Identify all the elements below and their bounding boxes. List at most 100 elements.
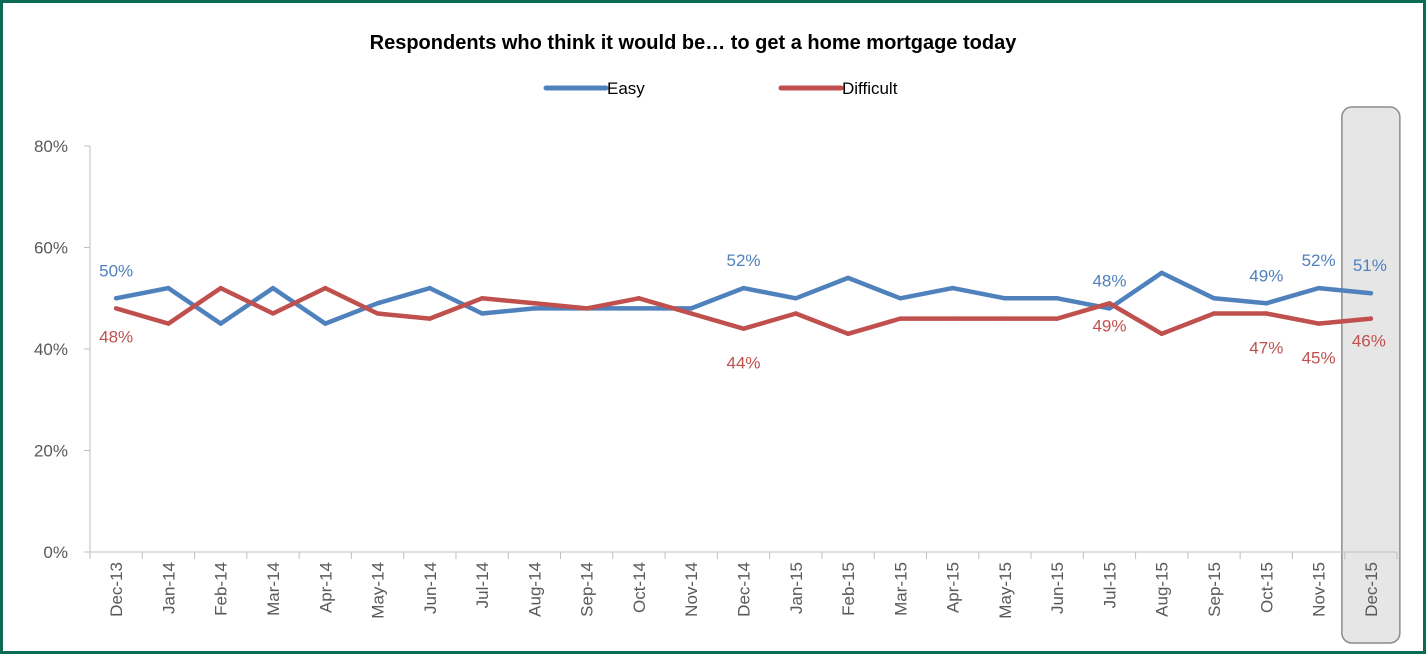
data-point-difficult xyxy=(166,321,171,326)
data-point-easy xyxy=(898,296,903,301)
x-tick-label: Dec-13 xyxy=(107,562,126,617)
legend-label-difficult: Difficult xyxy=(842,79,898,98)
x-tick-label: Aug-14 xyxy=(525,562,544,617)
data-point-easy xyxy=(1316,285,1321,291)
data-point-difficult xyxy=(1002,316,1008,321)
x-tick-label: Jun-15 xyxy=(1048,562,1067,614)
data-point-easy xyxy=(1107,306,1112,311)
data-label-difficult: 45% xyxy=(1302,349,1336,368)
x-tick-label: Apr-14 xyxy=(316,562,335,613)
x-tick-label: Jan-15 xyxy=(787,562,806,614)
data-label-easy: 51% xyxy=(1353,256,1387,275)
data-point-difficult xyxy=(270,311,276,316)
data-label-difficult: 49% xyxy=(1092,316,1126,335)
data-point-difficult xyxy=(532,301,537,306)
x-tick-label: Mar-15 xyxy=(891,562,910,616)
data-point-difficult xyxy=(218,285,223,291)
data-point-difficult xyxy=(584,306,589,311)
y-tick-label: 0% xyxy=(43,543,68,562)
x-tick-label: Jan-14 xyxy=(159,562,178,614)
highlight-box xyxy=(1341,106,1401,644)
x-tick-label: Aug-15 xyxy=(1153,562,1172,617)
data-point-easy xyxy=(1159,270,1164,276)
data-point-easy xyxy=(1211,296,1217,301)
data-label-easy: 48% xyxy=(1092,271,1126,290)
data-point-difficult xyxy=(323,285,328,291)
data-point-difficult xyxy=(1316,321,1321,326)
x-tick-label: Jul-15 xyxy=(1100,562,1119,608)
x-tick-label: Dec-15 xyxy=(1362,562,1381,617)
data-point-easy xyxy=(479,311,485,316)
x-tick-label: May-15 xyxy=(996,562,1015,619)
data-point-easy xyxy=(1002,296,1008,301)
data-point-easy xyxy=(689,306,694,311)
data-point-difficult xyxy=(1107,301,1112,306)
x-tick-label: Nov-14 xyxy=(682,562,701,617)
chart-title: Respondents who think it would be… to ge… xyxy=(370,32,1018,54)
data-label-easy: 50% xyxy=(99,261,133,280)
x-tick-label: Jul-14 xyxy=(473,562,492,608)
x-tick-label: Mar-14 xyxy=(264,562,283,616)
data-point-difficult xyxy=(113,306,119,311)
x-tick-label: Feb-14 xyxy=(212,562,231,616)
data-label-difficult: 46% xyxy=(1352,332,1386,351)
data-point-difficult xyxy=(845,331,851,336)
data-point-easy xyxy=(427,285,433,291)
line-chart: Respondents who think it would be… to ge… xyxy=(34,32,1401,644)
data-point-easy xyxy=(166,285,171,291)
data-point-difficult xyxy=(1264,311,1269,316)
x-tick-label: Dec-14 xyxy=(735,562,754,617)
data-point-easy xyxy=(375,301,380,306)
legend-label-easy: Easy xyxy=(607,79,645,98)
series-layer xyxy=(113,270,1374,337)
data-label-easy: 52% xyxy=(1302,251,1336,270)
data-point-easy xyxy=(218,321,223,326)
data-point-easy xyxy=(1264,301,1269,306)
y-tick-label: 60% xyxy=(34,239,68,258)
data-point-easy xyxy=(845,275,851,281)
data-point-easy xyxy=(950,285,955,291)
axes: 0% 20% 40% 60% 80% Dec-13 Jan-14 Feb-14 Mar-14 Ap… xyxy=(34,137,1398,619)
x-tick-label: Feb-15 xyxy=(839,562,858,616)
data-point-difficult xyxy=(427,316,433,321)
data-point-easy xyxy=(532,306,537,311)
x-tick-label: Jun-14 xyxy=(421,562,440,614)
x-tick-label: Oct-14 xyxy=(630,562,649,613)
data-point-difficult xyxy=(950,316,955,321)
data-point-difficult xyxy=(1054,316,1060,321)
x-tick-label: Oct-15 xyxy=(1257,562,1276,613)
data-point-easy xyxy=(113,296,119,301)
data-point-easy xyxy=(741,285,746,291)
data-point-easy xyxy=(323,321,328,326)
x-tick-label: May-14 xyxy=(369,562,388,619)
data-point-difficult xyxy=(793,311,798,316)
data-point-difficult xyxy=(741,326,746,331)
y-tick-label: 40% xyxy=(34,340,68,359)
data-point-easy xyxy=(1368,290,1374,296)
x-tick-label: Nov-15 xyxy=(1310,562,1329,617)
data-label-easy: 52% xyxy=(726,251,760,270)
y-tick-label: 20% xyxy=(34,442,68,461)
data-point-easy xyxy=(270,285,276,291)
data-label-difficult: 47% xyxy=(1249,338,1283,357)
data-point-difficult xyxy=(375,311,380,316)
data-point-easy xyxy=(1054,296,1060,301)
data-labels: 50% 52% 48% 49% 52% 51% 48% 44% 49% 47% 45% 46% xyxy=(99,251,1387,373)
y-tick-label: 80% xyxy=(34,137,68,156)
data-label-difficult: 48% xyxy=(99,327,133,346)
data-point-difficult xyxy=(479,296,485,301)
data-point-difficult xyxy=(898,316,903,321)
data-point-difficult xyxy=(1211,311,1217,316)
x-tick-label: Apr-15 xyxy=(944,562,963,613)
legend: Easy Difficult xyxy=(543,79,898,98)
data-point-difficult xyxy=(636,296,642,301)
data-point-difficult xyxy=(1159,331,1164,336)
x-tick-label: Sep-14 xyxy=(578,562,597,617)
data-point-easy xyxy=(636,306,642,311)
data-point-difficult xyxy=(689,311,694,316)
data-label-easy: 49% xyxy=(1249,266,1283,285)
data-label-difficult: 44% xyxy=(726,354,760,373)
data-point-easy xyxy=(793,296,798,301)
data-point-difficult xyxy=(1368,316,1374,321)
